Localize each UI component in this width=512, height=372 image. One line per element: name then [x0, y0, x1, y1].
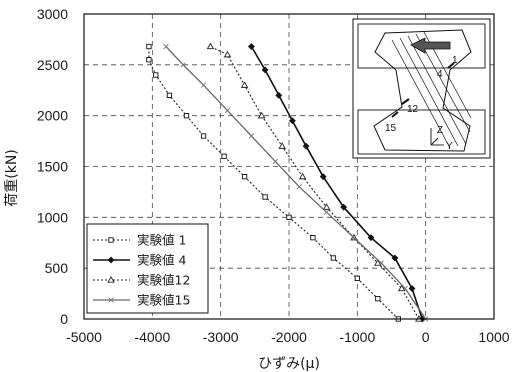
- y-tick-label: 1000: [37, 209, 68, 225]
- legend-label: 実験値 4: [137, 253, 186, 268]
- series-point: [240, 81, 249, 88]
- legend-item: 実験値 1: [93, 233, 186, 248]
- series-point: [375, 296, 381, 302]
- inset-label-15: 15: [385, 123, 397, 134]
- series-point: [367, 234, 375, 242]
- y-tick-label: 3000: [37, 6, 68, 22]
- series-point: [278, 142, 286, 149]
- legend: 実験値 1 実験値 4 実験値12 実験値15: [86, 223, 209, 314]
- series-point: [241, 174, 248, 180]
- series-point: [288, 117, 296, 125]
- series-point: [322, 203, 331, 210]
- series-point: [330, 255, 337, 261]
- series-point: [351, 234, 357, 241]
- inset-label-1: 1: [452, 55, 458, 66]
- series-point: [107, 256, 115, 264]
- y-axis-label: 荷重(kN): [4, 149, 20, 207]
- series-point: [146, 43, 152, 50]
- series-point: [262, 194, 268, 200]
- legend-label: 実験値15: [137, 293, 190, 308]
- x-tick-label: 1000: [478, 329, 509, 345]
- x-tick-label: -2000: [271, 329, 307, 345]
- inset-label-4: 4: [437, 69, 443, 80]
- series-point: [107, 276, 115, 283]
- series-point: [180, 62, 186, 68]
- legend-item: 実験値 4: [93, 253, 186, 268]
- series-1: [146, 43, 401, 322]
- series-point: [298, 172, 307, 180]
- x-tick-label: -1000: [339, 329, 375, 345]
- inset-load-arrow: [410, 37, 451, 54]
- series-point: [200, 82, 207, 88]
- series-point: [378, 260, 384, 266]
- series-point: [402, 285, 408, 292]
- inset-label-12: 12: [407, 104, 419, 115]
- x-tick-label: -5000: [66, 329, 102, 345]
- y-tick-label: 2500: [37, 57, 68, 73]
- series-point: [261, 66, 269, 74]
- series-point: [391, 254, 399, 262]
- inset-diagram: 1 4 12 15 Z Y: [352, 18, 491, 159]
- series-point: [340, 203, 348, 211]
- series-point: [275, 91, 283, 99]
- legend-label: 実験値12: [137, 273, 190, 288]
- legend-label: 実験値 1: [137, 233, 186, 248]
- inset-specimen-outline: [373, 29, 472, 152]
- series-point: [248, 133, 255, 139]
- inset-lower-plate: [357, 109, 486, 155]
- series-point: [153, 72, 159, 78]
- series-point: [200, 133, 207, 139]
- series-point: [223, 50, 232, 58]
- series-line: [165, 46, 427, 320]
- inset-axes: [430, 128, 444, 146]
- series-point: [319, 173, 327, 181]
- series-point: [257, 111, 266, 119]
- series-point: [183, 113, 190, 119]
- series-point: [272, 158, 279, 165]
- series-point: [302, 142, 310, 150]
- series-point: [323, 209, 330, 215]
- y-tick-label: 500: [45, 260, 69, 276]
- series-point: [408, 285, 416, 292]
- legend-items: 実験値 1 実験値 4 実験値12 実験値15: [93, 233, 190, 308]
- inset-axis-z: Z: [437, 125, 443, 136]
- series-point: [310, 235, 316, 241]
- series-point: [206, 42, 215, 50]
- series-4: [163, 43, 429, 322]
- inset-gauge-marks: [391, 62, 455, 118]
- series-point: [224, 107, 231, 114]
- series-point: [247, 43, 255, 50]
- series-point: [397, 284, 406, 292]
- x-tick-label: -3000: [203, 329, 239, 345]
- y-tick-label: 1500: [37, 159, 68, 175]
- x-axis-label: ひずみ(μ): [258, 356, 320, 372]
- inset-upper-plate: [357, 23, 486, 69]
- series-point: [374, 259, 382, 266]
- series-point: [354, 275, 360, 281]
- plot-frame: [83, 13, 495, 320]
- series-point: [286, 214, 292, 220]
- series-point: [296, 184, 302, 190]
- y-tick-label: 0: [60, 311, 68, 327]
- legend-item: 実験値12: [93, 273, 190, 288]
- inset-axis-y: Y: [446, 141, 453, 152]
- tick-labels: -5000 -4000 -3000 -2000 -1000 0 1000 0 500 1000 15…: [37, 6, 510, 345]
- series-point: [166, 92, 173, 98]
- y-tick-label: 2000: [37, 108, 68, 124]
- x-tick-label: 0: [422, 329, 430, 345]
- legend-item: 実験値15: [93, 293, 190, 308]
- series-point: [221, 153, 227, 159]
- legend-box: [86, 223, 209, 314]
- x-tick-label: -4000: [134, 329, 170, 345]
- series-point: [163, 43, 169, 50]
- series-point: [108, 297, 114, 303]
- series-point: [146, 57, 152, 63]
- series-point: [108, 237, 114, 243]
